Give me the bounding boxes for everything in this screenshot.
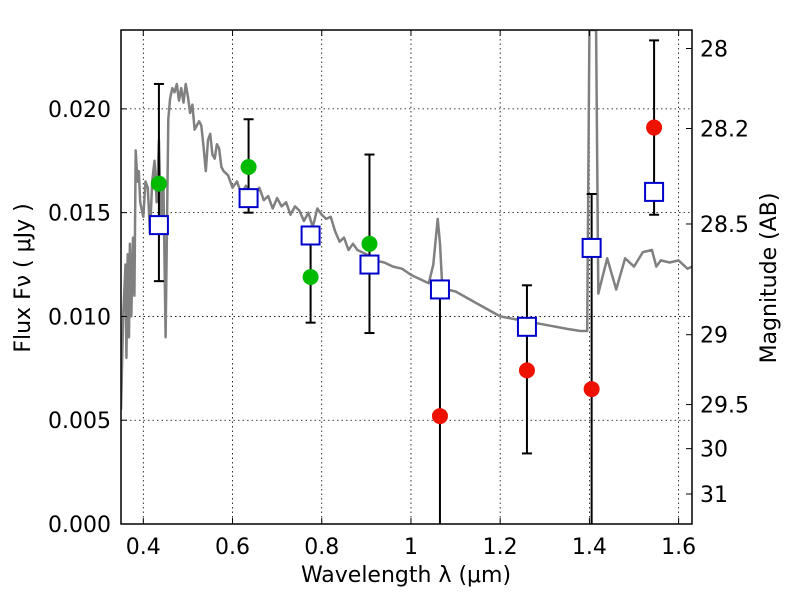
y2-tick-label: 31 — [700, 483, 728, 508]
model-flux-square — [148, 215, 169, 236]
plot-frame — [120, 29, 693, 525]
x-tick-label: 1.6 — [661, 535, 696, 560]
x-axis-ticks: 0.4 0.6 0.8 1 1.2 1.4 1.6 — [126, 30, 696, 560]
y-tick-label: 0.010 — [48, 305, 111, 330]
observed-flux-point — [302, 269, 319, 285]
y2-tick-label: 28.5 — [700, 213, 749, 238]
x-tick-label: 0.8 — [304, 535, 339, 560]
observed-flux-point — [431, 408, 448, 425]
model-flux-square — [238, 188, 259, 209]
model-flux-square — [516, 316, 537, 337]
x-tick-label: 1.2 — [483, 535, 518, 560]
observed-flux-point — [150, 175, 167, 192]
x-tick-label: 1 — [404, 535, 418, 560]
x-tick-label: 0.4 — [126, 535, 161, 560]
observed-flux-point — [646, 119, 663, 136]
observed-flux-point — [583, 381, 600, 398]
y2-tick-label: 28.2 — [700, 117, 749, 142]
y2-tick-label: 28 — [700, 38, 728, 63]
model-spectrum-line — [121, 30, 692, 410]
y-axis-label: Flux Fν ( μJy ) — [11, 203, 36, 352]
y2-axis-label: Magnitude (AB) — [757, 193, 782, 364]
x-axis-label: Wavelength λ (μm) — [301, 563, 511, 588]
y2-tick-label: 29 — [700, 324, 728, 349]
y-axis-ticks: 0.000 0.005 0.010 0.015 0.020 — [48, 98, 127, 538]
model-flux-square — [359, 254, 380, 275]
model-flux-square — [581, 237, 602, 258]
y-tick-label: 0.005 — [48, 409, 111, 434]
grid-lines — [121, 30, 692, 525]
y2-tick-label: 29.5 — [700, 394, 749, 419]
y-tick-label: 0.000 — [48, 513, 111, 538]
model-flux-square — [300, 225, 321, 246]
observed-flux-point — [518, 362, 535, 379]
y-tick-label: 0.015 — [48, 202, 111, 227]
y2-tick-label: 30 — [700, 438, 728, 463]
observed-flux-point — [361, 235, 378, 252]
y2-axis-ticks: 28 28.2 28.5 29 29.5 30 31 — [686, 38, 749, 508]
observed-flux-point — [240, 158, 257, 175]
model-flux-square — [429, 279, 450, 300]
model-flux-square — [644, 181, 665, 202]
x-tick-label: 1.4 — [572, 535, 607, 560]
plot-area — [121, 30, 692, 524]
y-tick-label: 0.020 — [48, 98, 111, 123]
x-tick-label: 0.6 — [215, 535, 250, 560]
